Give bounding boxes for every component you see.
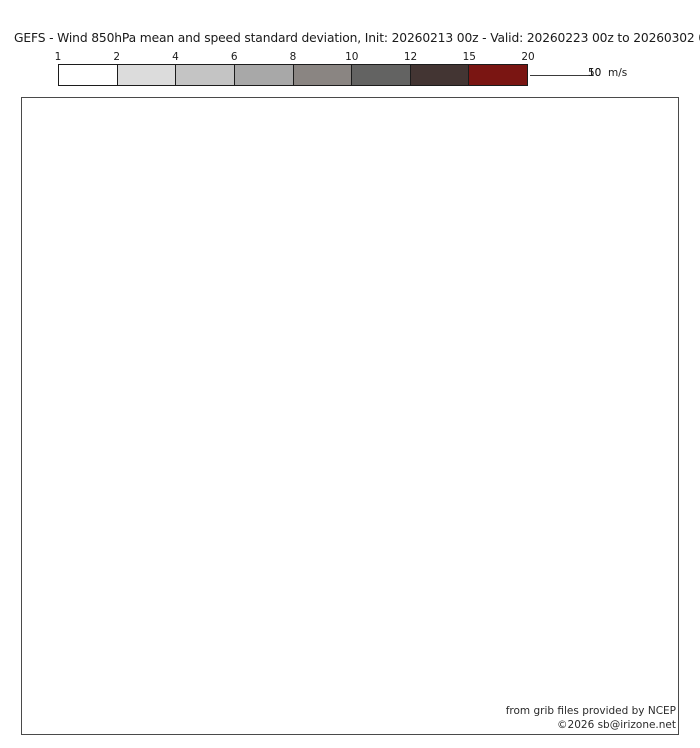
colorbar-tick-12: 12 <box>403 51 418 63</box>
colorbar-swatches <box>58 64 528 86</box>
colorbar-segment-8 <box>293 65 353 85</box>
colorbar-segment-4 <box>176 65 235 85</box>
colorbar-tick-8: 8 <box>289 51 297 63</box>
colorbar-segment-10 <box>352 65 411 85</box>
colorbar-segment-12 <box>410 65 470 85</box>
page-title: GEFS - Wind 850hPa mean and speed standa… <box>14 31 700 45</box>
barb-legend-unit: m/s <box>608 67 628 79</box>
colorbar-tick-4: 4 <box>172 51 179 63</box>
colorbar-tick-10: 10 <box>345 51 359 63</box>
barb-legend-line <box>530 75 592 76</box>
colorbar-segment-15 <box>469 65 527 85</box>
wind-barb-legend: 50 10 m/s <box>530 66 690 86</box>
colorbar: 1 2 4 6 8 10 12 15 20 <box>55 51 535 86</box>
colorbar-tick-6: 6 <box>230 51 238 63</box>
colorbar-tick-2: 2 <box>113 51 121 63</box>
colorbar-segment-6 <box>234 65 294 85</box>
colorbar-tick-15: 15 <box>462 51 476 63</box>
map-svg <box>22 98 678 734</box>
map-canvas[interactable] <box>21 97 679 735</box>
colorbar-tick-20: 20 <box>521 51 535 63</box>
barb-legend-50-label: 50 <box>588 67 602 79</box>
colorbar-segment-2 <box>117 65 177 85</box>
colorbar-tick-1: 1 <box>54 51 62 63</box>
colorbar-segment-1 <box>59 65 118 85</box>
barb-legend-10-label: 10 <box>588 67 602 79</box>
colorbar-tick-labels: 1 2 4 6 8 10 12 15 20 <box>54 50 535 64</box>
